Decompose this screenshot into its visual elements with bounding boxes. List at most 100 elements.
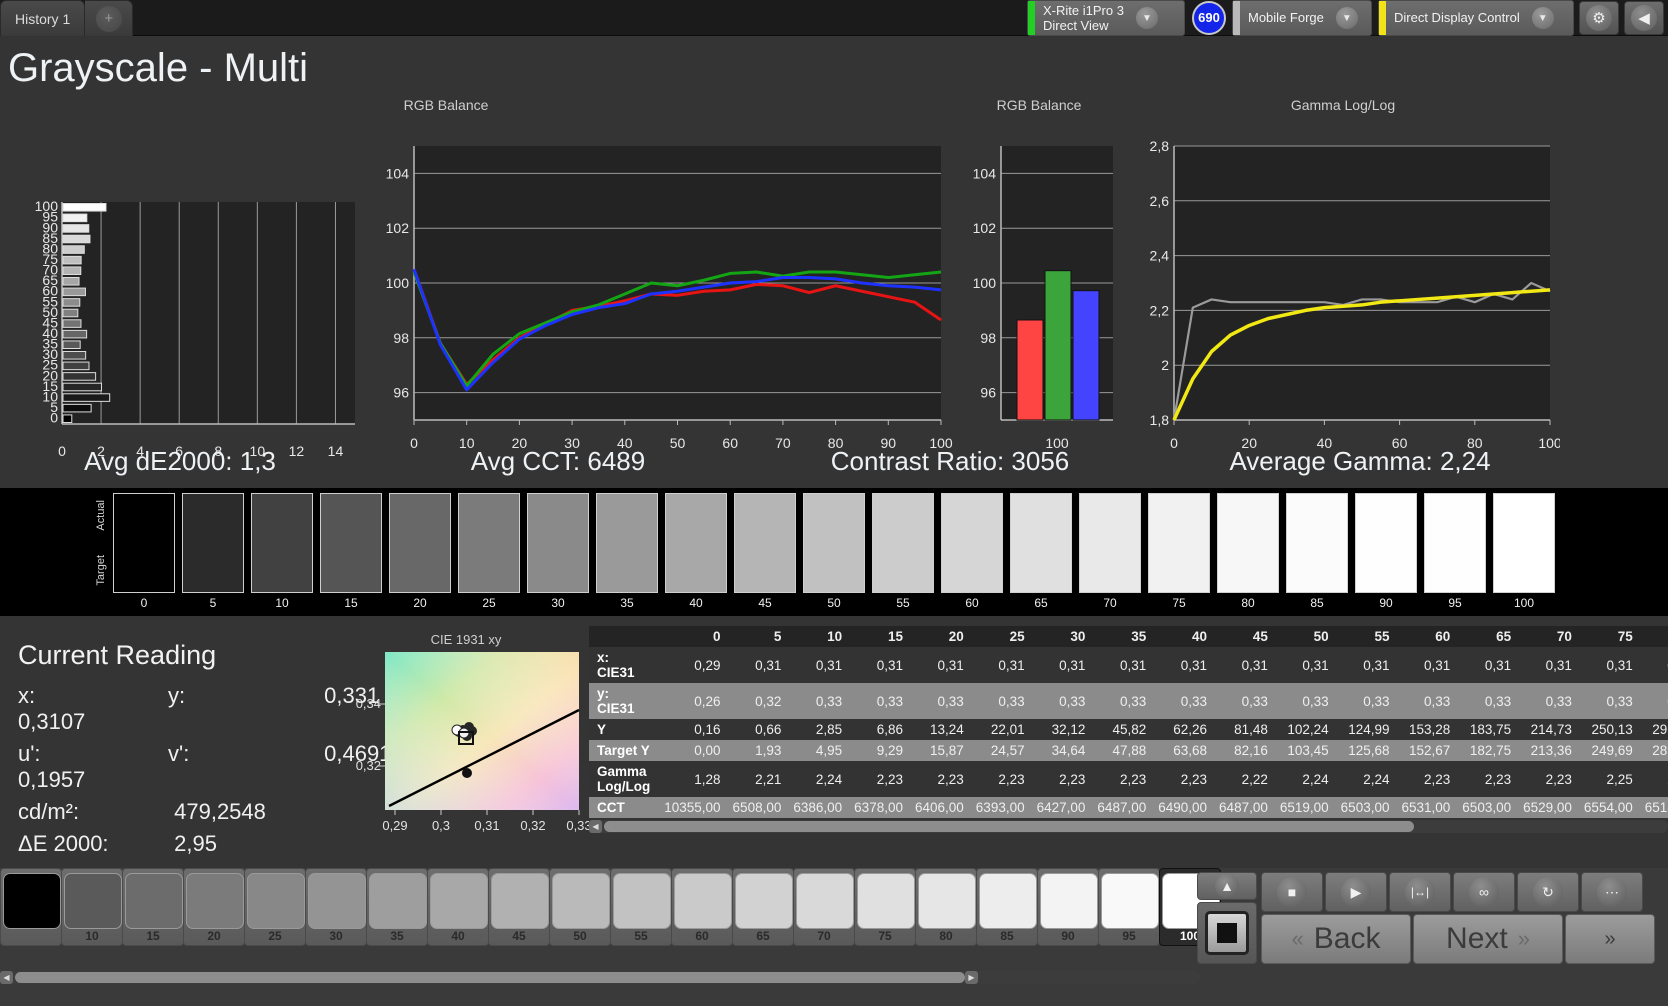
bottom-swatch[interactable]: 45: [488, 868, 550, 946]
measure-button[interactable]: |↔|: [1389, 872, 1451, 912]
bottom-swatch[interactable]: 50: [549, 868, 611, 946]
table-scroll-thumb[interactable]: [604, 821, 1414, 832]
table-cell: 13,24: [930, 722, 964, 737]
back-button[interactable]: « Back: [1261, 914, 1411, 964]
table-cell: 0,33: [815, 693, 843, 709]
bottom-swatch[interactable]: 35: [366, 868, 428, 946]
svg-text:100: 100: [973, 275, 997, 291]
table-row-label: CCT: [597, 800, 625, 815]
bottom-swatch[interactable]: 10: [61, 868, 123, 946]
svg-text:98: 98: [980, 330, 996, 346]
bottom-swatch[interactable]: 40: [427, 868, 489, 946]
patch-swatch[interactable]: [1355, 493, 1417, 593]
tab-history-1[interactable]: History 1: [0, 0, 86, 36]
current-reading-heading: Current Reading: [18, 640, 217, 670]
bottom-swatch[interactable]: 30: [305, 868, 367, 946]
patch-swatch[interactable]: [734, 493, 796, 593]
bottom-swatch[interactable]: 75: [854, 868, 916, 946]
table-cell: 32,12: [1051, 722, 1086, 737]
svg-text:4: 4: [136, 443, 144, 459]
patch-swatch[interactable]: [389, 493, 451, 593]
patch-swatch[interactable]: [596, 493, 658, 593]
patch-swatch[interactable]: [458, 493, 520, 593]
refresh-button[interactable]: ↻: [1517, 872, 1579, 912]
patch-swatch[interactable]: [665, 493, 727, 593]
bottom-swatch[interactable]: 20: [183, 868, 245, 946]
bottom-swatch[interactable]: 65: [732, 868, 794, 946]
stop-pad-button[interactable]: [1197, 902, 1257, 964]
svg-text:80: 80: [1467, 435, 1483, 451]
bottom-swatch[interactable]: 85: [976, 868, 1038, 946]
extra-button[interactable]: ⋯: [1581, 872, 1643, 912]
collapse-button[interactable]: ◀: [1624, 0, 1664, 35]
svg-text:70: 70: [775, 435, 791, 451]
patch-swatch[interactable]: [941, 493, 1003, 593]
table-cell: 81,48: [1234, 722, 1268, 737]
patch-label: 75: [1172, 596, 1186, 610]
plus-icon: +: [95, 5, 122, 32]
control-selector[interactable]: Direct Display Control ▼: [1378, 0, 1574, 36]
bottom-swatch[interactable]: 80: [915, 868, 977, 946]
bottom-swatch-label: 30: [329, 929, 343, 943]
control-dropdown-arrow[interactable]: ▼: [1528, 1, 1558, 35]
bottom-swatch-label: 80: [939, 929, 953, 943]
scroll-left-icon[interactable]: ◀: [0, 971, 13, 984]
bottom-swatch[interactable]: 25: [244, 868, 306, 946]
expand-up-button[interactable]: ▲: [1197, 872, 1257, 900]
table-cell: 2,85: [815, 722, 843, 737]
patch-swatch[interactable]: [182, 493, 244, 593]
table-column-header: 65: [1496, 629, 1512, 644]
bottom-swatch[interactable]: 90: [1037, 868, 1099, 946]
patch-swatch[interactable]: [1217, 493, 1279, 593]
stop-button[interactable]: ■: [1261, 872, 1323, 912]
table-cell: 102,24: [1287, 722, 1329, 737]
patch-swatch[interactable]: [1493, 493, 1555, 593]
table-hscrollbar[interactable]: ◀: [589, 820, 1668, 833]
bottom-swatch[interactable]: [0, 868, 62, 946]
meter-dropdown-arrow[interactable]: ▼: [1132, 1, 1162, 35]
bottom-swatch[interactable]: 70: [793, 868, 855, 946]
patch-swatch[interactable]: [1286, 493, 1348, 593]
play-button[interactable]: ▶: [1325, 872, 1387, 912]
patch-swatch[interactable]: [1079, 493, 1141, 593]
scroll-right-icon[interactable]: ▶: [965, 971, 978, 984]
badge-value: 690: [1198, 10, 1220, 25]
bottom-swatch[interactable]: 55: [610, 868, 672, 946]
patch-swatch[interactable]: [1424, 493, 1486, 593]
patch-swatch[interactable]: [251, 493, 313, 593]
patch-label: 100: [1513, 596, 1535, 610]
bottom-swatch[interactable]: 15: [122, 868, 184, 946]
patch-swatch[interactable]: [1010, 493, 1072, 593]
next-button[interactable]: Next »: [1413, 914, 1563, 964]
table-row: y: CIE31 0,26 0,32 0,33 0,33 0,33 0,33 0,33 0,33…: [589, 683, 1668, 719]
actual-label: Actual: [95, 500, 107, 531]
svg-text:8: 8: [214, 443, 222, 459]
table-cell: 2,21: [755, 771, 782, 787]
patch-swatch[interactable]: [320, 493, 382, 593]
bottom-swatch[interactable]: 95: [1098, 868, 1160, 946]
source-selector[interactable]: Mobile Forge ▼: [1232, 0, 1372, 36]
patch-swatch[interactable]: [527, 493, 589, 593]
patch-swatch[interactable]: [803, 493, 865, 593]
chevron-double-right-icon: »: [1517, 926, 1530, 951]
swatch-scroll-thumb[interactable]: [15, 972, 965, 983]
next-extra-button[interactable]: »: [1565, 914, 1655, 964]
patch-strip: Actual Target 0 5 10 15 20 25 30 35 40 45 50 55 60 65…: [0, 488, 1668, 616]
reading-count-badge[interactable]: 690: [1192, 0, 1226, 35]
table-cell: 183,75: [1469, 722, 1512, 737]
patch-swatch[interactable]: [872, 493, 934, 593]
scroll-left-icon[interactable]: ◀: [589, 820, 602, 833]
add-tab-button[interactable]: +: [85, 0, 134, 36]
table-cell: 6386,00: [793, 800, 843, 815]
patch-swatch[interactable]: [113, 493, 175, 593]
settings-button[interactable]: ⚙: [1579, 0, 1619, 35]
swatch-hscrollbar[interactable]: ◀ ▶: [0, 971, 1200, 984]
patch-swatch[interactable]: [1148, 493, 1210, 593]
source-dropdown-arrow[interactable]: ▼: [1332, 1, 1362, 35]
meter-selector[interactable]: X-Rite i1Pro 3 Direct View ▼: [1027, 0, 1185, 36]
bottom-swatch[interactable]: 60: [671, 868, 733, 946]
loop-button[interactable]: ∞: [1453, 872, 1515, 912]
table-cell: 6508,00: [732, 800, 782, 815]
table-column-header: 10: [827, 629, 843, 644]
svg-text:100: 100: [35, 198, 59, 214]
